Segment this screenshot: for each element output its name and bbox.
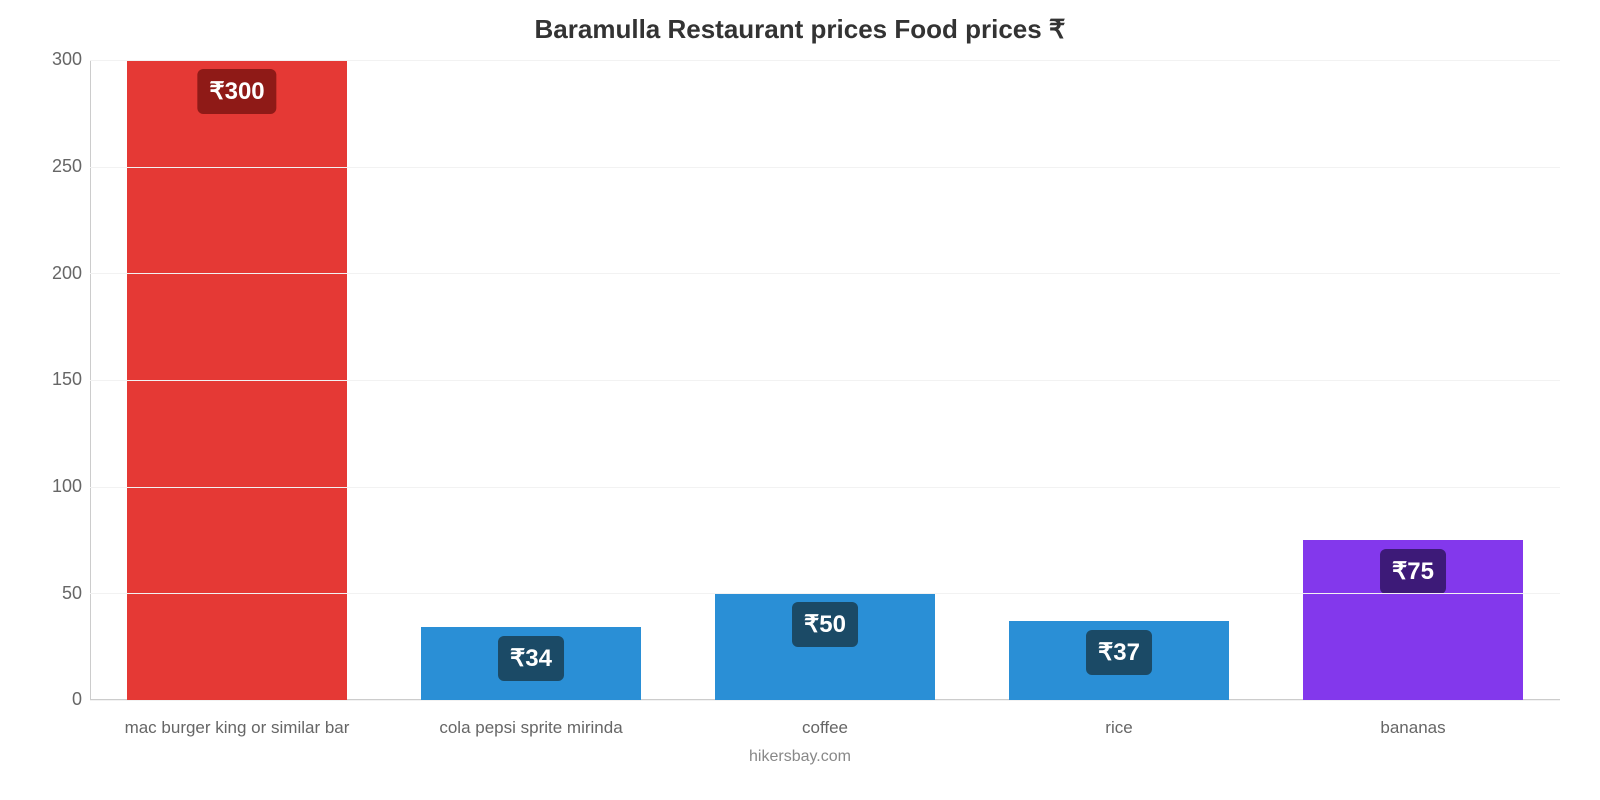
chart-credit: hikersbay.com: [749, 748, 851, 766]
chart-title: Baramulla Restaurant prices Food prices …: [0, 14, 1600, 45]
y-tick-label: 150: [10, 369, 82, 390]
bar-value-badge: ₹300: [197, 69, 276, 114]
grid-line: [90, 167, 1560, 168]
bar-value-badge: ₹75: [1380, 549, 1446, 594]
y-tick-label: 100: [10, 476, 82, 497]
y-tick-label: 250: [10, 156, 82, 177]
grid-line: [90, 60, 1560, 61]
x-tick-label: cola pepsi sprite mirinda: [439, 718, 622, 738]
grid-line: [90, 380, 1560, 381]
y-tick-label: 300: [10, 49, 82, 70]
bar-value-badge: ₹37: [1086, 630, 1152, 675]
y-tick-label: 200: [10, 263, 82, 284]
x-tick-label: rice: [1105, 718, 1132, 738]
y-tick-label: 0: [10, 689, 82, 710]
bar-value-badge: ₹50: [792, 602, 858, 647]
bar-value-badge: ₹34: [498, 636, 564, 681]
x-tick-label: coffee: [802, 718, 848, 738]
grid-line: [90, 487, 1560, 488]
grid-line: [90, 593, 1560, 594]
x-tick-label: bananas: [1380, 718, 1445, 738]
plot-area: ₹300₹34₹50₹37₹75 050100150200250300mac b…: [90, 60, 1560, 700]
y-tick-label: 50: [10, 583, 82, 604]
chart-container: Baramulla Restaurant prices Food prices …: [0, 0, 1600, 800]
x-tick-label: mac burger king or similar bar: [125, 718, 350, 738]
grid-line: [90, 273, 1560, 274]
grid-line: [90, 700, 1560, 701]
